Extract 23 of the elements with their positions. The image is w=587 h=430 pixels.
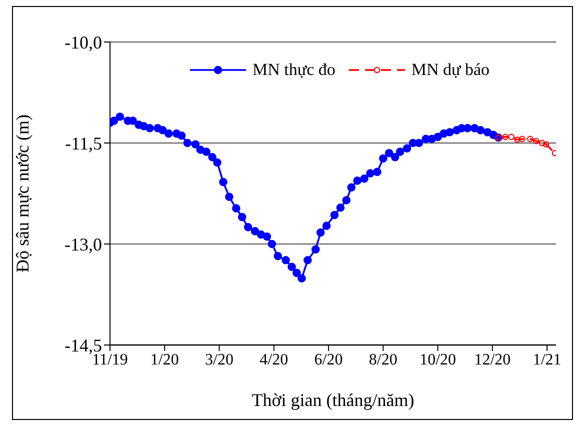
x-tick-label: 8/20 [368, 351, 398, 368]
x-tick-label: 3/20 [205, 351, 234, 368]
x-tick-label: 6/20 [314, 351, 343, 368]
x-tick-label: 1/20 [150, 351, 179, 368]
point [502, 134, 508, 140]
point [542, 141, 550, 148]
x-axis-title: Thời gian (tháng/năm) [252, 390, 414, 410]
y-axis-title: Độ sâu mực nước (m) [12, 114, 32, 272]
x-tick-label: 12/20 [474, 351, 511, 368]
y-tick-label: -10,0 [64, 32, 102, 52]
y-tick-label: -11,5 [65, 133, 102, 154]
x-tick-label: 4/20 [260, 351, 288, 368]
point [508, 134, 514, 140]
x-tick-label: 1/21 [532, 351, 562, 368]
point [532, 138, 540, 144]
point [519, 136, 526, 142]
point [527, 136, 534, 142]
legend-label: MN thực đo [252, 60, 336, 80]
point [538, 140, 546, 146]
point [514, 136, 520, 143]
x-tick-label: 10/20 [420, 351, 456, 368]
y-tick-label: -13,0 [64, 234, 102, 254]
legend-label: MN dự báo [411, 60, 490, 80]
